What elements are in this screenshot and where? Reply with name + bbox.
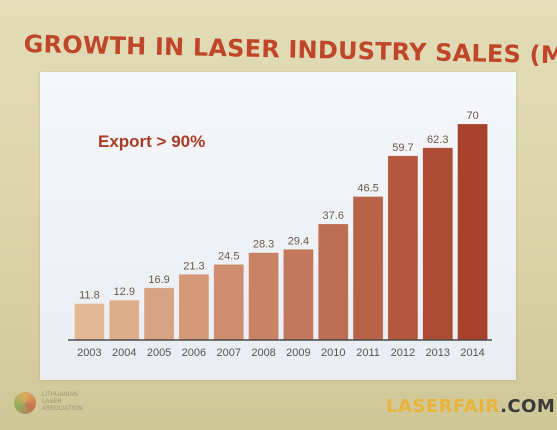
x-tick-label-2014: 2014 — [460, 347, 484, 359]
x-tick-label-2012: 2012 — [391, 347, 415, 359]
x-tick-label-2013: 2013 — [426, 347, 450, 359]
x-tick-label-2011: 2011 — [356, 347, 380, 359]
bar-2013 — [422, 147, 454, 341]
bar-2006 — [178, 273, 210, 341]
logo-line: ASSOCIATION — [42, 406, 83, 412]
x-tick-label-2008: 2008 — [251, 347, 275, 359]
x-tick-label-2003: 2003 — [77, 347, 101, 359]
watermark-name: LASERFAIR — [386, 396, 501, 417]
bar-2012 — [387, 155, 419, 341]
x-tick-label-2010: 2010 — [321, 347, 345, 359]
data-label-2012: 59.7 — [392, 142, 413, 154]
x-tick-label-2006: 2006 — [182, 347, 206, 359]
data-label-2010: 37.6 — [323, 210, 344, 222]
data-label-2006: 21.3 — [183, 260, 204, 272]
slide-title: GROWTH IN LASER INDUSTRY SALES (M€) — [23, 30, 557, 70]
bar-2005 — [143, 287, 175, 341]
data-label-2004: 12.9 — [114, 286, 135, 298]
data-label-2003: 11.8 — [79, 290, 100, 302]
logo-text: LITHUANIAN LASER ASSOCIATION — [42, 392, 102, 413]
x-tick-label-2005: 2005 — [147, 347, 171, 359]
data-label-2013: 62.3 — [427, 134, 448, 146]
data-label-2014: 70 — [466, 110, 478, 122]
bar-chart: Export > 90% 11.8 2003 12.9 2004 16.9 2005 21.… — [68, 110, 492, 359]
bar-2007 — [213, 264, 245, 341]
logo-line: LASER — [42, 399, 62, 405]
logo-line: LITHUANIAN — [42, 392, 78, 398]
bar-2004 — [108, 299, 140, 341]
bar-2008 — [248, 252, 279, 341]
data-label-2008: 28.3 — [253, 239, 274, 251]
bar-2011 — [352, 196, 384, 341]
watermark-domain: .COM — [500, 396, 556, 417]
data-label-2005: 16.9 — [148, 274, 169, 286]
x-tick-label-2004: 2004 — [112, 347, 136, 359]
bar-2009 — [283, 248, 314, 341]
x-tick-label-2009: 2009 — [286, 347, 310, 359]
data-label-2007: 24.5 — [218, 250, 239, 262]
data-label-2009: 29.4 — [288, 235, 309, 247]
data-label-2011: 46.5 — [357, 183, 378, 195]
bar-2010 — [317, 223, 349, 341]
site-watermark: LASERFAIR.COM — [386, 396, 555, 418]
chart-annotation: Export > 90% — [98, 132, 205, 151]
bar-2014 — [457, 123, 488, 341]
association-logo: LITHUANIAN LASER ASSOCIATION — [10, 382, 100, 420]
logo-emblem-icon — [14, 392, 36, 414]
x-tick-label-2007: 2007 — [217, 347, 241, 359]
bar-2003 — [74, 303, 105, 341]
